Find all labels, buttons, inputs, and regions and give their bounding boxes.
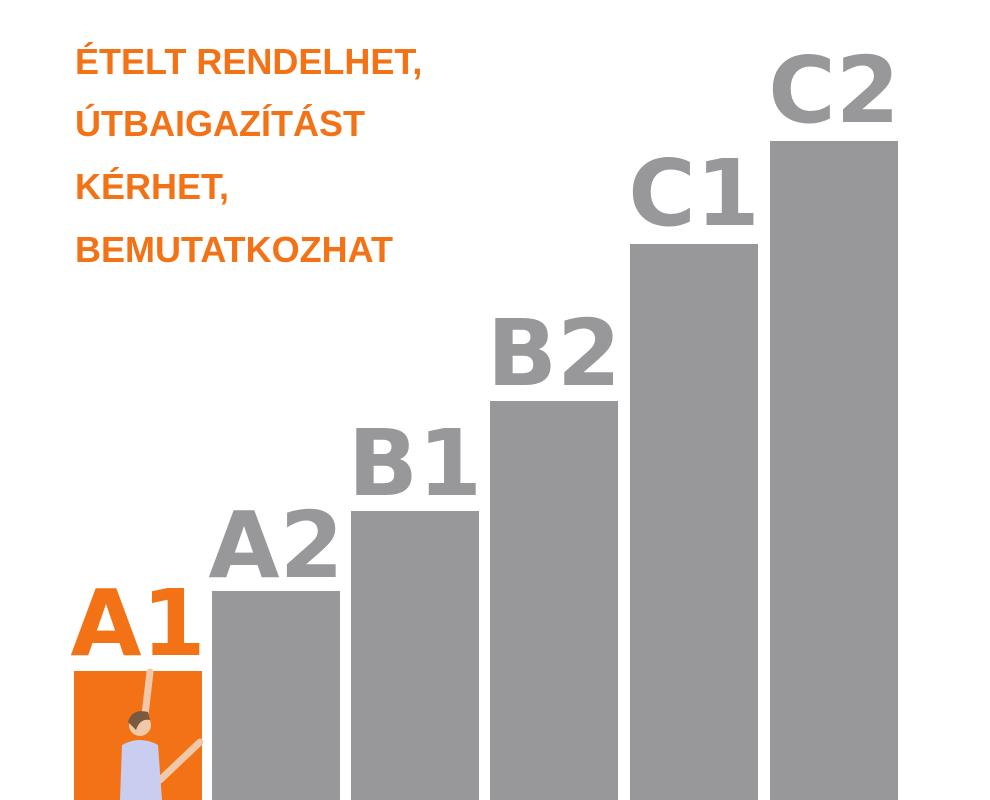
step — [212, 591, 340, 800]
heading-line: KÉRHET, — [75, 166, 229, 207]
step — [351, 511, 479, 800]
step — [630, 244, 758, 800]
level-label: A2 — [208, 492, 343, 599]
level-label: C1 — [628, 140, 760, 247]
heading-line: ÉTELT RENDELHET, — [75, 41, 422, 82]
level-label: B1 — [348, 410, 482, 517]
heading-line: ÚTBAIGAZÍTÁST — [75, 102, 365, 144]
level-label: B2 — [487, 300, 621, 407]
person-illustration — [120, 668, 204, 800]
heading-line: BEMUTATKOZHAT — [75, 229, 393, 270]
step — [770, 141, 898, 800]
level-label: C2 — [768, 37, 900, 144]
level-label: A1 — [70, 570, 205, 677]
step — [490, 401, 618, 800]
